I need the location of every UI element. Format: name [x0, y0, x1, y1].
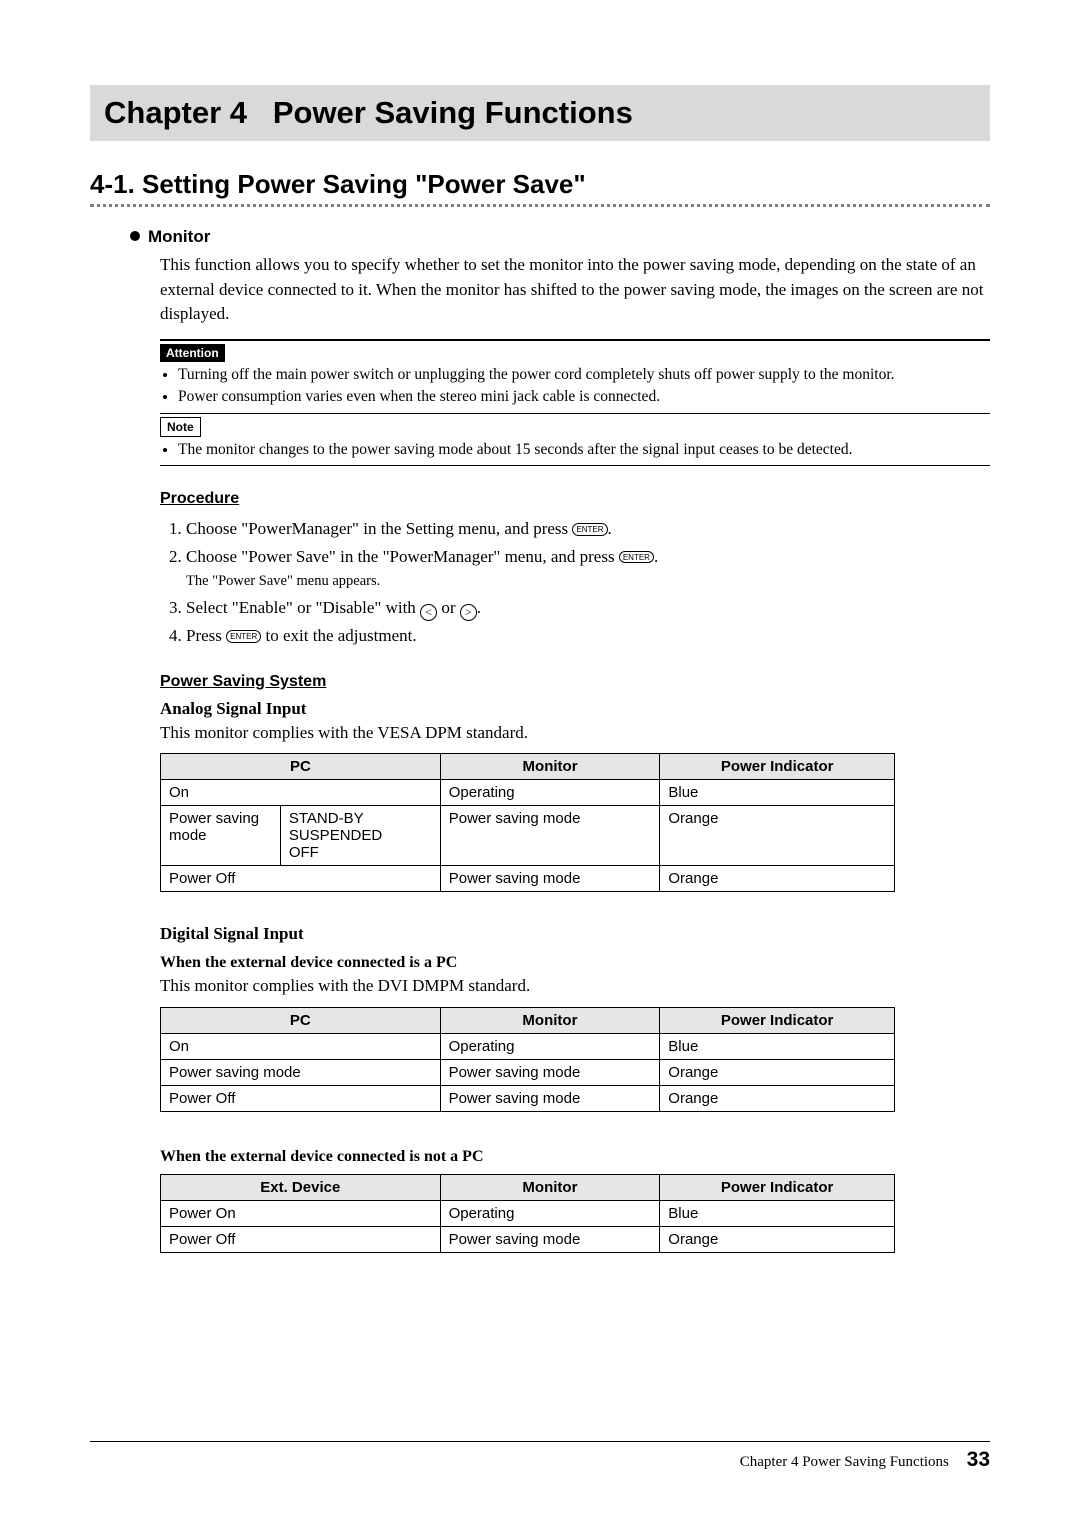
table-cell: Power On	[161, 1200, 441, 1226]
table-header: Power Indicator	[660, 754, 895, 780]
enter-icon: ENTER	[619, 551, 654, 564]
step-text: to exit the adjustment.	[261, 626, 416, 645]
table-cell: Blue	[660, 1033, 895, 1059]
procedure-heading: Procedure	[160, 490, 990, 508]
table-cell: Power saving mode	[161, 806, 281, 866]
table-cell: Power saving mode	[440, 1226, 660, 1252]
table-cell: On	[161, 780, 441, 806]
table-cell: Operating	[440, 1033, 660, 1059]
table-cell: Blue	[660, 1200, 895, 1226]
table-cell: Operating	[440, 1200, 660, 1226]
table-row: Power Off Power saving mode Orange	[161, 1085, 895, 1111]
table-row: Power Off Power saving mode Orange	[161, 1226, 895, 1252]
note-label: Note	[160, 417, 201, 437]
table-row: Power saving mode Power saving mode Oran…	[161, 1059, 895, 1085]
table-header: Ext. Device	[161, 1174, 441, 1200]
table-cell: Orange	[660, 1059, 895, 1085]
page: Chapter 4 Power Saving Functions 4-1. Se…	[0, 0, 1080, 1527]
table-cell: Power saving mode	[440, 866, 660, 892]
chapter-label: Chapter 4	[104, 95, 247, 130]
table-cell: Power saving mode	[440, 1085, 660, 1111]
table-cell: Orange	[660, 806, 895, 866]
table-cell: Power saving mode	[161, 1059, 441, 1085]
table-cell: Orange	[660, 1226, 895, 1252]
note-list: The monitor changes to the power saving …	[160, 439, 990, 466]
table-cell: STAND-BY SUSPENDED OFF	[280, 806, 440, 866]
monitor-heading-text: Monitor	[148, 227, 210, 246]
step-text: .	[608, 519, 612, 538]
table-cell: Power saving mode	[440, 1059, 660, 1085]
table-cell: Operating	[440, 780, 660, 806]
step-text: .	[654, 547, 658, 566]
table-header-row: PC Monitor Power Indicator	[161, 1007, 895, 1033]
attention-block: Attention Turning off the main power swi…	[160, 339, 990, 414]
table-row: On Operating Blue	[161, 1033, 895, 1059]
analog-heading: Analog Signal Input	[160, 699, 990, 719]
table-cell: Power Off	[161, 866, 441, 892]
table-header-row: Ext. Device Monitor Power Indicator	[161, 1174, 895, 1200]
table-row: Power Off Power saving mode Orange	[161, 866, 895, 892]
note-item: The monitor changes to the power saving …	[178, 439, 990, 461]
step-text: or	[437, 598, 460, 617]
step-text: Select "Enable" or "Disable" with	[186, 598, 420, 617]
procedure-step: Select "Enable" or "Disable" with < or >…	[186, 595, 990, 621]
analog-text: This monitor complies with the VESA DPM …	[160, 721, 990, 746]
table-row: Power saving mode STAND-BY SUSPENDED OFF…	[161, 806, 895, 866]
table-row: On Operating Blue	[161, 780, 895, 806]
table-header: Power Indicator	[660, 1174, 895, 1200]
section-name: Setting Power Saving "Power Save"	[142, 169, 586, 199]
analog-table: PC Monitor Power Indicator On Operating …	[160, 753, 895, 892]
table-header: Monitor	[440, 1007, 660, 1033]
digital-pc-text: This monitor complies with the DVI DMPM …	[160, 974, 990, 999]
procedure-step: Press ENTER to exit the adjustment.	[186, 623, 990, 649]
table-header-row: PC Monitor Power Indicator	[161, 754, 895, 780]
section-title: 4-1. Setting Power Saving "Power Save"	[90, 169, 990, 207]
table-row: Power On Operating Blue	[161, 1200, 895, 1226]
monitor-paragraph: This function allows you to specify whet…	[160, 253, 990, 327]
table-cell: Power Off	[161, 1085, 441, 1111]
digital-pc-heading: When the external device connected is a …	[160, 954, 990, 972]
table-cell: Blue	[660, 780, 895, 806]
table-cell: Power Off	[161, 1226, 441, 1252]
step-subtext: The "Power Save" menu appears.	[186, 571, 990, 593]
digital-heading: Digital Signal Input	[160, 924, 990, 944]
pss-heading: Power Saving System	[160, 673, 990, 691]
procedure-step: Choose "PowerManager" in the Setting men…	[186, 516, 990, 542]
chapter-name: Power Saving Functions	[273, 95, 633, 130]
table-header: Monitor	[440, 1174, 660, 1200]
enter-icon: ENTER	[572, 523, 607, 536]
digital-pc-table: PC Monitor Power Indicator On Operating …	[160, 1007, 895, 1112]
attention-list: Turning off the main power switch or unp…	[160, 364, 990, 414]
note-block: Note The monitor changes to the power sa…	[160, 414, 990, 466]
monitor-heading: Monitor	[130, 227, 990, 247]
attention-label: Attention	[160, 344, 225, 362]
table-cell: Orange	[660, 866, 895, 892]
chapter-title-bar: Chapter 4 Power Saving Functions	[90, 85, 990, 141]
table-header: Power Indicator	[660, 1007, 895, 1033]
left-arrow-icon: <	[420, 604, 437, 621]
table-header: PC	[161, 1007, 441, 1033]
step-text: Choose "PowerManager" in the Setting men…	[186, 519, 572, 538]
footer-text: Chapter 4 Power Saving Functions	[740, 1454, 949, 1470]
table-header: Monitor	[440, 754, 660, 780]
attention-item: Power consumption varies even when the s…	[178, 386, 990, 408]
enter-icon: ENTER	[226, 630, 261, 643]
right-arrow-icon: >	[460, 604, 477, 621]
procedure-step: Choose "Power Save" in the "PowerManager…	[186, 544, 990, 593]
table-cell: Power saving mode	[440, 806, 660, 866]
step-text: .	[477, 598, 481, 617]
section-number: 4-1.	[90, 169, 135, 199]
step-text: Choose "Power Save" in the "PowerManager…	[186, 547, 619, 566]
digital-nonpc-heading: When the external device connected is no…	[160, 1148, 990, 1166]
attention-item: Turning off the main power switch or unp…	[178, 364, 990, 386]
bullet-icon	[130, 231, 140, 241]
table-cell: Orange	[660, 1085, 895, 1111]
digital-nonpc-table: Ext. Device Monitor Power Indicator Powe…	[160, 1174, 895, 1253]
table-header: PC	[161, 754, 441, 780]
step-text: Press	[186, 626, 226, 645]
table-cell: On	[161, 1033, 441, 1059]
page-number: 33	[967, 1448, 990, 1471]
procedure-list: Choose "PowerManager" in the Setting men…	[160, 516, 990, 648]
page-footer: Chapter 4 Power Saving Functions 33	[90, 1441, 990, 1472]
